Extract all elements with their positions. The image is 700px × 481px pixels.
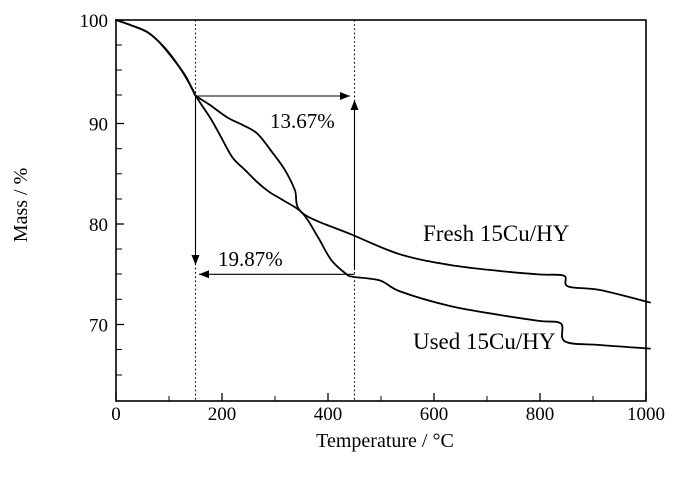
svg-text:1000: 1000 <box>627 404 665 425</box>
svg-text:100: 100 <box>80 11 109 32</box>
svg-text:Temperature / °C: Temperature / °C <box>316 430 454 452</box>
svg-text:80: 80 <box>89 215 108 236</box>
svg-text:19.87%: 19.87% <box>218 247 283 271</box>
svg-text:70: 70 <box>89 316 108 337</box>
svg-text:200: 200 <box>208 404 237 425</box>
svg-text:Mass / %: Mass / % <box>10 168 32 242</box>
svg-text:400: 400 <box>314 404 343 425</box>
svg-text:0: 0 <box>111 404 121 425</box>
svg-text:Fresh 15Cu/HY: Fresh 15Cu/HY <box>423 221 570 246</box>
svg-text:Used 15Cu/HY: Used 15Cu/HY <box>413 329 556 354</box>
svg-text:90: 90 <box>89 115 108 136</box>
svg-text:800: 800 <box>526 404 555 425</box>
svg-text:600: 600 <box>420 404 449 425</box>
svg-text:13.67%: 13.67% <box>270 109 335 133</box>
